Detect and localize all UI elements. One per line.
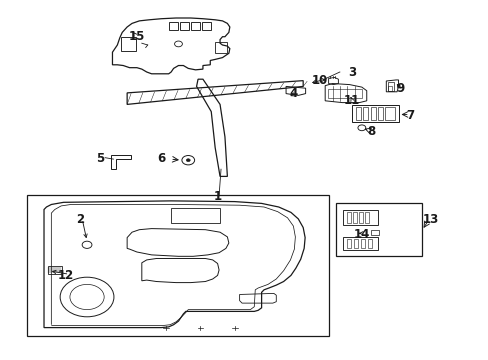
Bar xyxy=(360,239,364,248)
Text: 2: 2 xyxy=(77,213,84,226)
Bar xyxy=(180,22,188,30)
Text: 8: 8 xyxy=(367,125,375,138)
Bar xyxy=(121,37,136,51)
Bar xyxy=(370,107,375,120)
Bar xyxy=(191,22,200,30)
Bar xyxy=(343,237,377,250)
Circle shape xyxy=(186,159,190,162)
Bar xyxy=(215,42,227,53)
Bar xyxy=(202,22,211,30)
Bar xyxy=(362,107,367,120)
Bar xyxy=(327,89,361,98)
Bar xyxy=(370,230,379,235)
Text: 13: 13 xyxy=(421,213,438,226)
Bar xyxy=(168,22,177,30)
Bar xyxy=(355,107,360,120)
Bar xyxy=(343,210,377,225)
Bar xyxy=(385,107,394,120)
Bar xyxy=(353,239,357,248)
Bar xyxy=(48,266,61,274)
Text: 14: 14 xyxy=(353,228,369,240)
Bar xyxy=(346,212,350,223)
Text: 11: 11 xyxy=(343,94,360,107)
Text: 15: 15 xyxy=(128,30,145,42)
Text: 3: 3 xyxy=(347,66,355,78)
Bar xyxy=(171,208,220,223)
Bar xyxy=(367,239,371,248)
Text: 5: 5 xyxy=(96,152,104,165)
Bar xyxy=(378,107,383,120)
Bar xyxy=(27,195,328,336)
Bar xyxy=(336,203,421,256)
Bar xyxy=(346,239,350,248)
Text: 1: 1 xyxy=(213,190,221,203)
Bar xyxy=(387,86,391,91)
Text: 4: 4 xyxy=(289,87,297,100)
Bar xyxy=(351,105,398,122)
Bar xyxy=(358,212,362,223)
Bar xyxy=(352,212,356,223)
Text: 12: 12 xyxy=(58,269,74,282)
Text: 10: 10 xyxy=(311,75,328,87)
Bar xyxy=(387,82,393,91)
Bar xyxy=(364,212,368,223)
Text: 6: 6 xyxy=(157,152,165,165)
Text: 9: 9 xyxy=(396,82,404,95)
Text: 7: 7 xyxy=(406,109,414,122)
